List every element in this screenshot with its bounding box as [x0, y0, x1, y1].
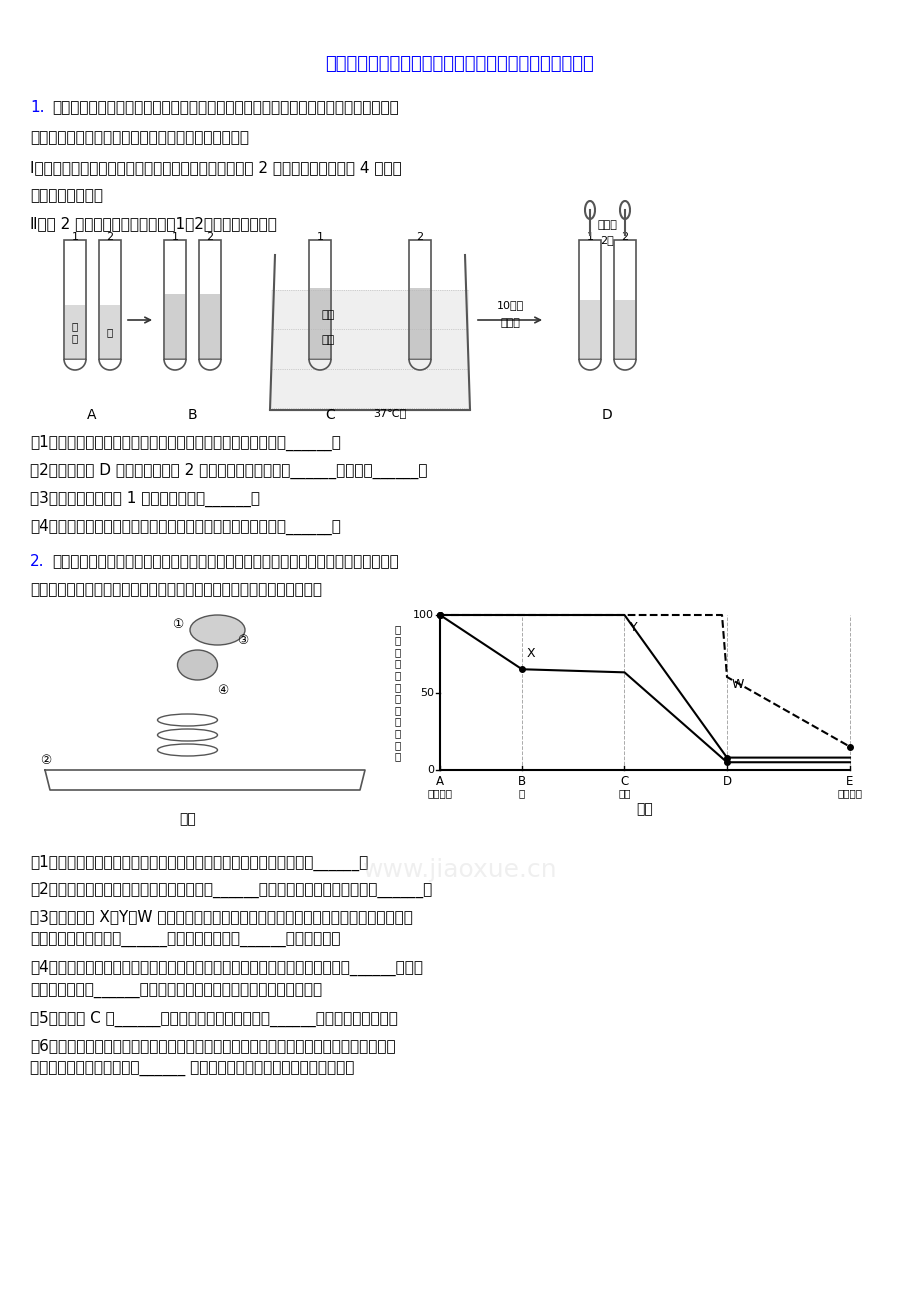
Text: B: B	[187, 408, 197, 422]
Text: D: D	[601, 408, 612, 422]
Text: 2: 2	[206, 232, 213, 242]
Text: （1）该同学将馒头切成碎屑、做成浆糊并振荡，这是为了模拟______。: （1）该同学将馒头切成碎屑、做成浆糊并振荡，这是为了模拟______。	[30, 435, 341, 452]
Bar	[613, 240, 635, 359]
Text: （口腔）: （口腔）	[427, 788, 452, 798]
Text: 图二: 图二	[636, 802, 652, 816]
Text: 2: 2	[620, 232, 628, 242]
Text: （5）图二中 C 是______，里面含有许多环形皱襞和______，能加大其表面积。: （5）图二中 C 是______，里面含有许多环形皱襞和______，能加大其表…	[30, 1010, 397, 1027]
Text: 人教版七年级生物下册期末解答实验探究大题试卷附答案: 人教版七年级生物下册期末解答实验探究大题试卷附答案	[325, 55, 594, 73]
Text: ④: ④	[217, 684, 229, 697]
Bar	[165, 293, 185, 359]
Bar	[271, 290, 469, 408]
Text: 咽: 咽	[518, 788, 525, 798]
Bar	[164, 240, 186, 359]
Bar	[100, 306, 119, 359]
Text: （3）该实验中，设置 1 号试管的作用是______。: （3）该实验中，设置 1 号试管的作用是______。	[30, 491, 260, 508]
Text: Ⅰ：取适量新鲜馒头，切成碎屑、做成浆糊并振荡，分成 2 等份；将口漱净，取 4 毫升唾: Ⅰ：取适量新鲜馒头，切成碎屑、做成浆糊并振荡，分成 2 等份；将口漱净，取 4 …	[30, 160, 402, 174]
Text: C: C	[619, 775, 628, 788]
Text: （2）实验过程 D 中，滴加碘液后 2 号试管内液体的颜色将______，原因是______。: （2）实验过程 D 中，滴加碘液后 2 号试管内液体的颜色将______，原因是…	[30, 464, 427, 479]
Text: 2滴: 2滴	[599, 234, 613, 245]
Text: 37℃水: 37℃水	[373, 408, 406, 418]
Text: 未
被
消
化
营
养
物
质
的
百
分
比: 未 被 消 化 营 养 物 质 的 百 分 比	[394, 624, 401, 762]
Text: D: D	[721, 775, 731, 788]
Ellipse shape	[190, 615, 244, 644]
Text: 食管: 食管	[618, 788, 630, 798]
Bar	[65, 306, 85, 359]
Text: 1: 1	[316, 232, 323, 242]
Bar	[614, 299, 634, 359]
Text: 1: 1	[171, 232, 178, 242]
Ellipse shape	[177, 650, 217, 680]
Bar	[310, 288, 330, 359]
Text: Ⅱ：取 2 只洁净试管，分别编号为1、2，实验过程如图：: Ⅱ：取 2 只洁净试管，分别编号为1、2，实验过程如图：	[30, 216, 277, 230]
Bar	[578, 240, 600, 359]
Text: ③: ③	[237, 634, 248, 647]
Text: C: C	[324, 408, 335, 422]
Text: 50: 50	[420, 687, 434, 698]
Text: 0: 0	[426, 766, 434, 775]
Text: （6）为保证在期末考试中能有充足的能量，餐厅的午餐中有大米饭、红烧肉、麻辣豆腐从: （6）为保证在期末考试中能有充足的能量，餐厅的午餐中有大米饭、红烧肉、麻辣豆腐从	[30, 1038, 395, 1053]
Text: （1）人体细胞内的有机物来源于食物，食物中主要供能量的有机物是______。: （1）人体细胞内的有机物来源于食物，食物中主要供能量的有机物是______。	[30, 855, 368, 871]
Text: （3）在图二中 X、Y、W 三条曲线代表食物中三种营养物质在消化道中的变化情况，表示: （3）在图二中 X、Y、W 三条曲线代表食物中三种营养物质在消化道中的变化情况，…	[30, 909, 413, 924]
Text: 1.: 1.	[30, 100, 44, 115]
Text: 100: 100	[413, 611, 434, 620]
Bar	[199, 293, 220, 359]
Text: 唾液: 唾液	[322, 335, 335, 345]
Text: 合理营养的角度还应该添加______ （选项：清蒸鱼、炒小白菜、牛肉汤）。: 合理营养的角度还应该添加______ （选项：清蒸鱼、炒小白菜、牛肉汤）。	[30, 1062, 354, 1077]
Text: B: B	[517, 775, 526, 788]
Text: （大肠）: （大肠）	[836, 788, 862, 798]
Bar	[64, 240, 85, 359]
Text: 后取出: 后取出	[500, 318, 519, 328]
Text: A: A	[436, 775, 444, 788]
Text: 图一: 图一	[179, 812, 196, 825]
Text: 2.: 2.	[30, 553, 44, 569]
Text: ②: ②	[40, 754, 51, 767]
Text: 消耗能量的，而能量来自细胞内有机物的氧化分解。据图回答以下问题：: 消耗能量的，而能量来自细胞内有机物的氧化分解。据图回答以下问题：	[30, 582, 322, 598]
Text: 当我们细细咀嚼馒头时，会感觉到有甜味。某同学猜测，在牙齿的咀嚼和舌的搅拌下，: 当我们细细咀嚼馒头时，会感觉到有甜味。某同学猜测，在牙齿的咀嚼和舌的搅拌下，	[52, 100, 398, 115]
Text: 振荡: 振荡	[322, 310, 335, 320]
Bar	[409, 240, 430, 359]
Text: 激，图二中曲线______所代表的营养物质是从这部位开始被消化的。: 激，图二中曲线______所代表的营养物质是从这部位开始被消化的。	[30, 984, 322, 999]
Text: 淀粉消化过程的曲线是______，淀粉最终消化成______才能被吸收。: 淀粉消化过程的曲线是______，淀粉最终消化成______才能被吸收。	[30, 934, 340, 948]
Text: 加碘液: 加碘液	[596, 220, 617, 230]
Text: 2: 2	[416, 232, 423, 242]
Text: www.jiaoxue.cn: www.jiaoxue.cn	[362, 858, 557, 881]
Text: 10分钟: 10分钟	[496, 299, 523, 310]
Text: W: W	[732, 678, 743, 691]
Text: 坐在考场的你此刻大脑如陀螺般飞速运转，笔尖轻快地写下答案，这些生命活动是需要: 坐在考场的你此刻大脑如陀螺般飞速运转，笔尖轻快地写下答案，这些生命活动是需要	[52, 553, 398, 569]
Text: 水: 水	[107, 327, 113, 337]
Text: A: A	[87, 408, 96, 422]
Text: E: E	[845, 775, 853, 788]
Bar	[99, 240, 121, 359]
Text: （4）我们感冒时吃的胶囊往往是用淀粉制做成，主要原因是避免对图一中标号______产生刺: （4）我们感冒时吃的胶囊往往是用淀粉制做成，主要原因是避免对图一中标号_____…	[30, 960, 423, 976]
Text: X: X	[527, 647, 535, 660]
Text: 2: 2	[107, 232, 113, 242]
Text: 1: 1	[72, 232, 78, 242]
Bar	[309, 240, 331, 359]
Text: ①: ①	[172, 618, 183, 631]
Bar	[579, 299, 599, 359]
Text: Y: Y	[629, 621, 637, 634]
Text: 口腔中的唾液使馒头变甜了。于是，他做了如下实验：: 口腔中的唾液使馒头变甜了。于是，他做了如下实验：	[30, 130, 249, 145]
Bar	[410, 288, 429, 359]
Text: 1: 1	[586, 232, 593, 242]
Text: 液放入小烧杯中。: 液放入小烧杯中。	[30, 187, 103, 203]
Text: （2）在图一中，能够分泌胆汁的结构是标号______，消化吸收的主要场所是标号______。: （2）在图一中，能够分泌胆汁的结构是标号______，消化吸收的主要场所是标号_…	[30, 881, 432, 898]
Text: （4）为了排除偶然因素的影响，需要设置重复组。具体操作是______。: （4）为了排除偶然因素的影响，需要设置重复组。具体操作是______。	[30, 519, 341, 535]
Bar	[199, 240, 221, 359]
Text: 浆
糊: 浆 糊	[72, 322, 78, 342]
